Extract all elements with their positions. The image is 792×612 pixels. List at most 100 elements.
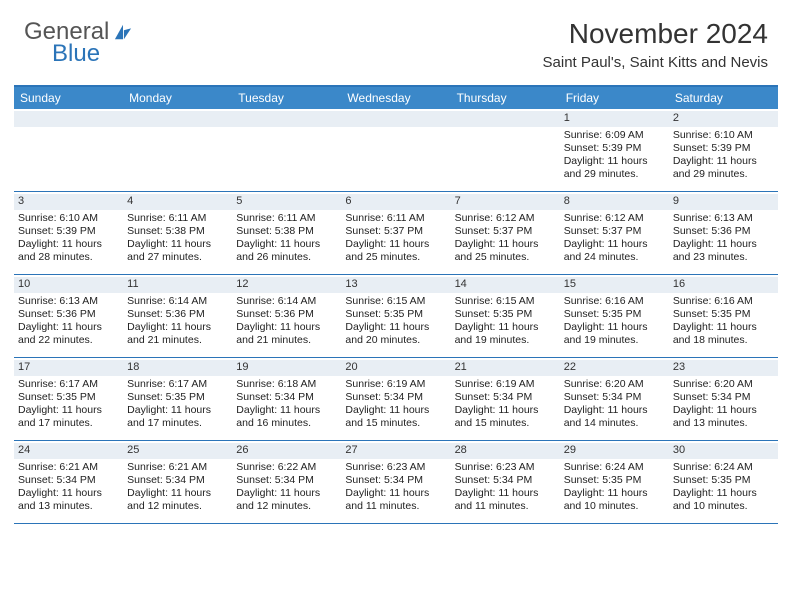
day-number: [123, 111, 232, 127]
sunset-text: Sunset: 5:34 PM: [455, 474, 556, 487]
header: GeneralBlue November 2024 Saint Paul's, …: [0, 0, 792, 79]
day-cell: 25Sunrise: 6:21 AMSunset: 5:34 PMDayligh…: [123, 441, 232, 523]
daylight-text: Daylight: 11 hours: [18, 238, 119, 251]
daylight-text: and 17 minutes.: [18, 417, 119, 430]
day-number: 6: [341, 194, 450, 210]
sunrise-text: Sunrise: 6:12 AM: [455, 212, 556, 225]
sunrise-text: Sunrise: 6:17 AM: [18, 378, 119, 391]
sunset-text: Sunset: 5:34 PM: [564, 391, 665, 404]
daylight-text: and 14 minutes.: [564, 417, 665, 430]
day-cell: 18Sunrise: 6:17 AMSunset: 5:35 PMDayligh…: [123, 358, 232, 440]
sunset-text: Sunset: 5:39 PM: [18, 225, 119, 238]
sunrise-text: Sunrise: 6:19 AM: [345, 378, 446, 391]
daylight-text: Daylight: 11 hours: [673, 487, 774, 500]
calendar: Sunday Monday Tuesday Wednesday Thursday…: [14, 85, 778, 524]
logo-sail-icon: [113, 30, 133, 44]
sunset-text: Sunset: 5:36 PM: [18, 308, 119, 321]
day-number: [341, 111, 450, 127]
daylight-text: Daylight: 11 hours: [18, 321, 119, 334]
daylight-text: Daylight: 11 hours: [455, 321, 556, 334]
day-number: 7: [451, 194, 560, 210]
day-number: 1: [560, 111, 669, 127]
day-cell: 24Sunrise: 6:21 AMSunset: 5:34 PMDayligh…: [14, 441, 123, 523]
sunrise-text: Sunrise: 6:13 AM: [18, 295, 119, 308]
daylight-text: Daylight: 11 hours: [455, 238, 556, 251]
daylight-text: and 13 minutes.: [18, 500, 119, 513]
daylight-text: Daylight: 11 hours: [673, 321, 774, 334]
daylight-text: Daylight: 11 hours: [345, 487, 446, 500]
sunrise-text: Sunrise: 6:14 AM: [127, 295, 228, 308]
sunrise-text: Sunrise: 6:19 AM: [455, 378, 556, 391]
daylight-text: and 13 minutes.: [673, 417, 774, 430]
sunrise-text: Sunrise: 6:18 AM: [236, 378, 337, 391]
day-header: Monday: [123, 87, 232, 109]
sunrise-text: Sunrise: 6:10 AM: [18, 212, 119, 225]
day-header-row: Sunday Monday Tuesday Wednesday Thursday…: [14, 87, 778, 109]
day-number: 13: [341, 277, 450, 293]
daylight-text: and 10 minutes.: [564, 500, 665, 513]
day-cell: [341, 109, 450, 191]
sunset-text: Sunset: 5:35 PM: [673, 474, 774, 487]
day-header: Friday: [560, 87, 669, 109]
day-number: 23: [669, 360, 778, 376]
daylight-text: Daylight: 11 hours: [345, 321, 446, 334]
day-header: Wednesday: [341, 87, 450, 109]
day-cell: 13Sunrise: 6:15 AMSunset: 5:35 PMDayligh…: [341, 275, 450, 357]
sunrise-text: Sunrise: 6:09 AM: [564, 129, 665, 142]
daylight-text: and 19 minutes.: [455, 334, 556, 347]
day-cell: 8Sunrise: 6:12 AMSunset: 5:37 PMDaylight…: [560, 192, 669, 274]
sunrise-text: Sunrise: 6:14 AM: [236, 295, 337, 308]
sunset-text: Sunset: 5:34 PM: [236, 474, 337, 487]
sunrise-text: Sunrise: 6:16 AM: [673, 295, 774, 308]
day-number: 4: [123, 194, 232, 210]
day-number: 20: [341, 360, 450, 376]
sunset-text: Sunset: 5:35 PM: [345, 308, 446, 321]
sunset-text: Sunset: 5:36 PM: [673, 225, 774, 238]
sunrise-text: Sunrise: 6:11 AM: [345, 212, 446, 225]
daylight-text: and 21 minutes.: [236, 334, 337, 347]
sunrise-text: Sunrise: 6:21 AM: [18, 461, 119, 474]
sunset-text: Sunset: 5:39 PM: [673, 142, 774, 155]
sunrise-text: Sunrise: 6:23 AM: [455, 461, 556, 474]
daylight-text: and 27 minutes.: [127, 251, 228, 264]
daylight-text: Daylight: 11 hours: [236, 487, 337, 500]
sunset-text: Sunset: 5:34 PM: [18, 474, 119, 487]
sunrise-text: Sunrise: 6:13 AM: [673, 212, 774, 225]
week-row: 1Sunrise: 6:09 AMSunset: 5:39 PMDaylight…: [14, 109, 778, 192]
sunrise-text: Sunrise: 6:21 AM: [127, 461, 228, 474]
sunset-text: Sunset: 5:37 PM: [455, 225, 556, 238]
day-cell: 15Sunrise: 6:16 AMSunset: 5:35 PMDayligh…: [560, 275, 669, 357]
day-cell: 1Sunrise: 6:09 AMSunset: 5:39 PMDaylight…: [560, 109, 669, 191]
daylight-text: and 10 minutes.: [673, 500, 774, 513]
daylight-text: Daylight: 11 hours: [345, 238, 446, 251]
daylight-text: and 12 minutes.: [127, 500, 228, 513]
sunset-text: Sunset: 5:34 PM: [673, 391, 774, 404]
sunrise-text: Sunrise: 6:24 AM: [564, 461, 665, 474]
day-cell: [232, 109, 341, 191]
sunrise-text: Sunrise: 6:16 AM: [564, 295, 665, 308]
sunrise-text: Sunrise: 6:20 AM: [673, 378, 774, 391]
day-cell: 10Sunrise: 6:13 AMSunset: 5:36 PMDayligh…: [14, 275, 123, 357]
sunset-text: Sunset: 5:35 PM: [673, 308, 774, 321]
day-cell: 21Sunrise: 6:19 AMSunset: 5:34 PMDayligh…: [451, 358, 560, 440]
daylight-text: Daylight: 11 hours: [673, 238, 774, 251]
day-number: 29: [560, 443, 669, 459]
day-cell: 23Sunrise: 6:20 AMSunset: 5:34 PMDayligh…: [669, 358, 778, 440]
sunset-text: Sunset: 5:38 PM: [127, 225, 228, 238]
day-cell: [123, 109, 232, 191]
day-header: Saturday: [669, 87, 778, 109]
day-header: Thursday: [451, 87, 560, 109]
daylight-text: Daylight: 11 hours: [18, 487, 119, 500]
day-number: 8: [560, 194, 669, 210]
day-cell: 19Sunrise: 6:18 AMSunset: 5:34 PMDayligh…: [232, 358, 341, 440]
day-number: 14: [451, 277, 560, 293]
sunset-text: Sunset: 5:38 PM: [236, 225, 337, 238]
day-number: 27: [341, 443, 450, 459]
daylight-text: Daylight: 11 hours: [564, 238, 665, 251]
day-number: [14, 111, 123, 127]
sunrise-text: Sunrise: 6:17 AM: [127, 378, 228, 391]
daylight-text: Daylight: 11 hours: [236, 321, 337, 334]
sunrise-text: Sunrise: 6:15 AM: [455, 295, 556, 308]
day-cell: [14, 109, 123, 191]
day-cell: 5Sunrise: 6:11 AMSunset: 5:38 PMDaylight…: [232, 192, 341, 274]
